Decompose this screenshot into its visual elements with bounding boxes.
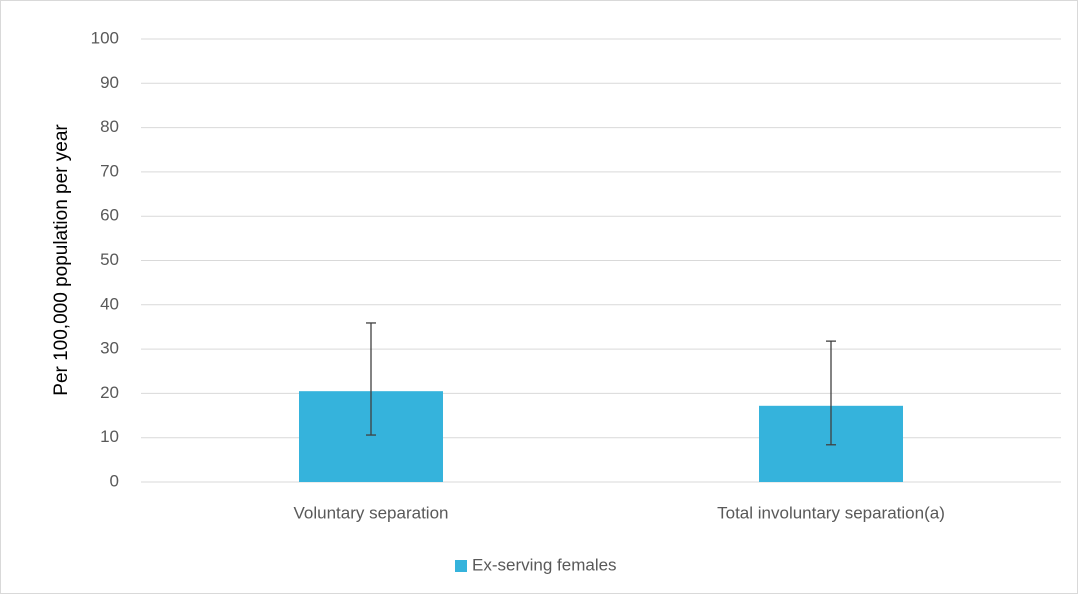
y-tick-label: 70 (100, 161, 119, 180)
y-tick-label: 30 (100, 339, 119, 358)
error-bar (366, 322, 376, 436)
y-axis-label: Per 100,000 population per year (51, 124, 72, 396)
y-tick-label: 90 (100, 73, 119, 92)
x-tick-label: Voluntary separation (294, 503, 449, 522)
x-tick-label: Total involuntary separation(a) (717, 503, 945, 522)
error-bar (826, 340, 836, 446)
y-tick-label: 20 (100, 383, 119, 402)
y-tick-label: 40 (100, 294, 119, 313)
legend-label: Ex-serving females (472, 555, 617, 574)
y-tick-label: 80 (100, 117, 119, 136)
legend-swatch (455, 560, 467, 572)
y-tick-label: 50 (100, 250, 119, 269)
y-tick-label: 10 (100, 427, 119, 446)
y-tick-label: 0 (110, 471, 119, 490)
y-tick-label: 60 (100, 206, 119, 225)
y-tick-label: 100 (91, 28, 119, 47)
